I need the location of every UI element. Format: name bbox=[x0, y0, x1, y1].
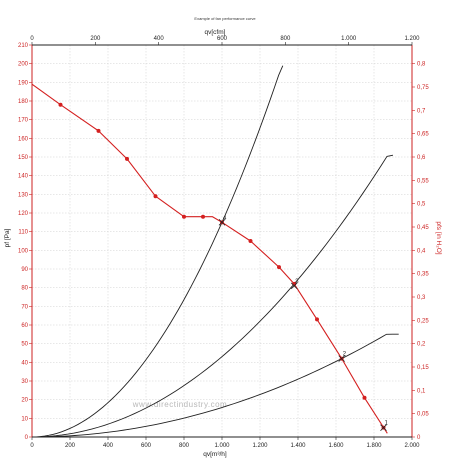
axes-layer: 0 200 400 600 800 1.000 1.200 1.400 1.600 1.800 2.… bbox=[18, 36, 429, 449]
system-curve-3 bbox=[31, 333, 399, 438]
x2-axis-label: qv[cfm] bbox=[205, 29, 226, 36]
y-tick-label: 100 bbox=[18, 248, 29, 254]
x-tick-label: 1.400 bbox=[290, 443, 306, 449]
x-tick-label: 1.600 bbox=[328, 443, 344, 449]
fan-curve-marker bbox=[125, 156, 129, 161]
y-tick-label: 30 bbox=[21, 379, 28, 385]
y2-tick-label: 0,55 bbox=[417, 178, 429, 184]
y-tick-label: 10 bbox=[21, 416, 28, 422]
y2-tick-label: 0,25 bbox=[417, 318, 429, 324]
y2-tick-label: 0,15 bbox=[417, 365, 429, 371]
fan-curve-marker bbox=[153, 194, 158, 199]
y2-tick-label: 0,35 bbox=[417, 272, 429, 278]
y-tick-label: 180 bbox=[18, 99, 29, 105]
y-axis-label: pf [Pa] bbox=[4, 228, 11, 247]
fan-curve-marker bbox=[362, 395, 367, 400]
y2-tick-label: 0,5 bbox=[417, 202, 426, 208]
fan-curve-marker bbox=[58, 102, 63, 107]
operating-point-marker bbox=[338, 355, 345, 362]
y-tick-label: 90 bbox=[21, 267, 28, 273]
x2-tick-label: 0 bbox=[30, 36, 34, 42]
y2-tick-label: 0,1 bbox=[417, 388, 426, 394]
y2-tick-label: 0,6 bbox=[417, 155, 426, 161]
grid-layer bbox=[32, 45, 412, 437]
y2-axis-label: pfs [in H₂O] bbox=[435, 221, 442, 254]
fan-curve-marker bbox=[277, 265, 281, 270]
y-tick-label: 50 bbox=[21, 342, 28, 348]
series-layer: 4 3 2 1 bbox=[31, 65, 399, 438]
y2-tick-label: 0 bbox=[417, 435, 421, 441]
operating-point-marker bbox=[380, 424, 387, 431]
watermark: www.directindustry.com bbox=[132, 400, 227, 409]
x2-tick-label: 1.200 bbox=[404, 36, 420, 42]
y-tick-label: 210 bbox=[18, 43, 29, 49]
x2-tick-label: 800 bbox=[280, 36, 291, 42]
y-tick-label: 170 bbox=[18, 118, 29, 124]
y-tick-label: 160 bbox=[18, 136, 29, 142]
y-tick-label: 110 bbox=[18, 230, 28, 236]
y-tick-label: 70 bbox=[21, 304, 28, 310]
y2-tick-label: 0,7 bbox=[417, 108, 426, 114]
y-tick-label: 0 bbox=[25, 435, 29, 441]
operating-point-label: 3 bbox=[295, 279, 299, 285]
y-tick-label: 200 bbox=[18, 62, 29, 68]
fan-curve-marker bbox=[248, 239, 253, 243]
system-curve-1 bbox=[31, 65, 284, 438]
y-tick-label: 60 bbox=[21, 323, 28, 329]
system-curve-2 bbox=[31, 154, 394, 438]
y2-tick-label: 0,3 bbox=[417, 295, 426, 301]
fan-curve-marker bbox=[182, 214, 186, 219]
x-tick-label: 1.000 bbox=[214, 443, 230, 449]
y2-tick-label: 0,05 bbox=[417, 412, 429, 418]
y2-tick-label: 0,8 bbox=[417, 62, 426, 68]
x2-tick-label: 600 bbox=[217, 36, 228, 42]
y2-tick-label: 0,75 bbox=[417, 85, 429, 91]
x-tick-label: 1.800 bbox=[366, 443, 382, 449]
x-tick-label: 0 bbox=[30, 443, 34, 449]
x-tick-label: 400 bbox=[103, 443, 114, 449]
x-tick-label: 600 bbox=[141, 443, 152, 449]
x-axis-label: qv[m³/h] bbox=[203, 451, 227, 458]
y-tick-label: 130 bbox=[18, 192, 29, 198]
operating-point-label: 1 bbox=[385, 421, 389, 427]
chart-title: Example of fan performance curve bbox=[194, 16, 256, 21]
operating-point-marker bbox=[290, 282, 298, 290]
x2-tick-label: 400 bbox=[154, 36, 165, 42]
x2-tick-label: 1.000 bbox=[341, 36, 357, 42]
y2-tick-label: 0,2 bbox=[417, 342, 426, 348]
x-tick-label: 200 bbox=[65, 443, 76, 449]
y-tick-label: 20 bbox=[21, 398, 28, 404]
fan-curve-marker bbox=[315, 317, 319, 322]
y-tick-label: 190 bbox=[18, 80, 29, 86]
fan-curve-marker bbox=[96, 128, 101, 133]
y2-tick-label: 0,4 bbox=[417, 248, 426, 254]
y-tick-label: 80 bbox=[21, 286, 28, 292]
fan-curve-marker bbox=[201, 214, 205, 219]
x-tick-label: 2.000 bbox=[404, 443, 420, 449]
y-tick-label: 120 bbox=[18, 211, 29, 217]
x-tick-label: 1.200 bbox=[252, 443, 268, 449]
operating-point-label: 2 bbox=[343, 352, 347, 358]
y-tick-label: 150 bbox=[18, 155, 29, 161]
y2-tick-label: 0,45 bbox=[417, 225, 429, 231]
operating-point-marker bbox=[218, 219, 226, 226]
x2-tick-label: 200 bbox=[90, 36, 101, 42]
y-tick-label: 40 bbox=[21, 360, 28, 366]
x-tick-label: 800 bbox=[179, 443, 190, 449]
y-tick-label: 140 bbox=[18, 174, 29, 180]
operating-point-label: 4 bbox=[223, 215, 227, 221]
y2-tick-label: 0,65 bbox=[417, 132, 429, 138]
